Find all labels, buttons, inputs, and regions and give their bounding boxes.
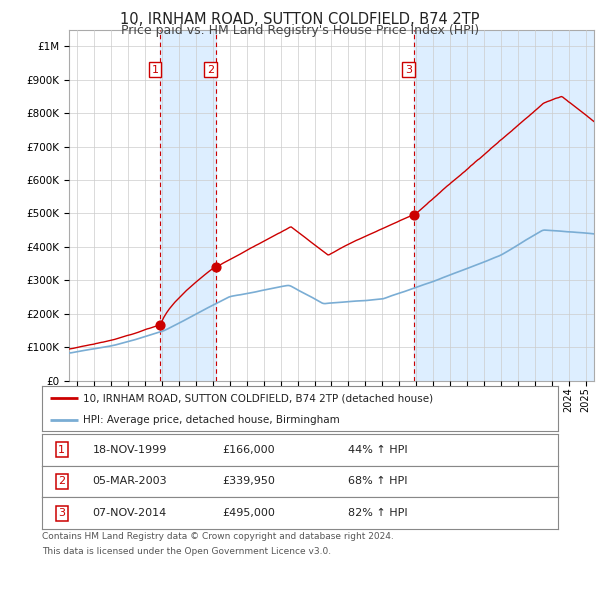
Point (155, 320, 165, 330)
Text: 2: 2 (58, 477, 65, 486)
Text: 2: 2 (207, 65, 214, 74)
Bar (160, 30, 216, 381)
Text: £166,000: £166,000 (222, 445, 275, 454)
Point (409, 211, 418, 220)
Text: 68% ↑ HPI: 68% ↑ HPI (347, 477, 407, 486)
Text: £339,950: £339,950 (222, 477, 275, 486)
Text: 05-MAR-2003: 05-MAR-2003 (92, 477, 167, 486)
Text: 10, IRNHAM ROAD, SUTTON COLDFIELD, B74 2TP (detached house): 10, IRNHAM ROAD, SUTTON COLDFIELD, B74 2… (83, 394, 433, 404)
Text: 1: 1 (152, 65, 158, 74)
Text: Contains HM Land Registry data © Crown copyright and database right 2024.: Contains HM Land Registry data © Crown c… (42, 532, 394, 541)
Text: 1: 1 (58, 445, 65, 454)
Text: Price paid vs. HM Land Registry's House Price Index (HPI): Price paid vs. HM Land Registry's House … (121, 24, 479, 37)
Text: 3: 3 (405, 65, 412, 74)
Text: This data is licensed under the Open Government Licence v3.0.: This data is licensed under the Open Gov… (42, 547, 331, 556)
Text: 07-NOV-2014: 07-NOV-2014 (92, 509, 167, 518)
Text: 10, IRNHAM ROAD, SUTTON COLDFIELD, B74 2TP: 10, IRNHAM ROAD, SUTTON COLDFIELD, B74 2… (120, 12, 480, 27)
Text: £495,000: £495,000 (222, 509, 275, 518)
Text: 44% ↑ HPI: 44% ↑ HPI (347, 445, 407, 454)
Point (211, 262, 221, 271)
Text: HPI: Average price, detached house, Birmingham: HPI: Average price, detached house, Birm… (83, 415, 340, 425)
Text: 3: 3 (58, 509, 65, 518)
Bar (413, 30, 594, 381)
Text: 82% ↑ HPI: 82% ↑ HPI (347, 509, 407, 518)
Text: 18-NOV-1999: 18-NOV-1999 (92, 445, 167, 454)
